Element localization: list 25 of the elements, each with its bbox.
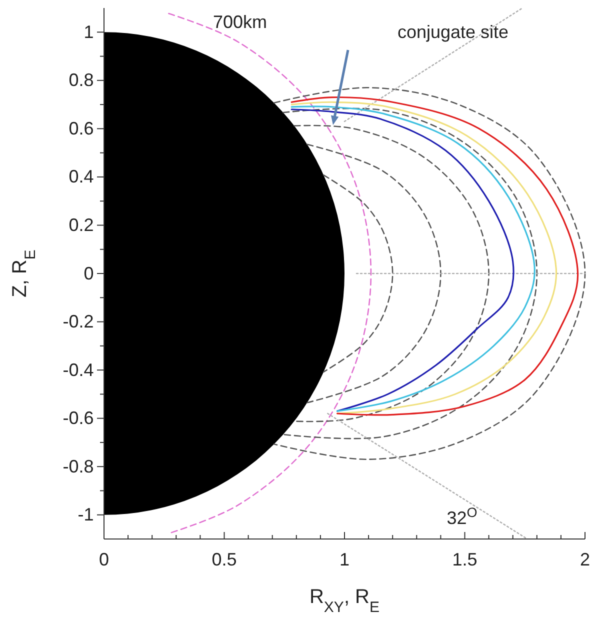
- y-tick-label: 0.8: [68, 70, 94, 90]
- y-tick-label: 0: [84, 263, 94, 284]
- line-series: [322, 174, 394, 373]
- line-series: [273, 87, 586, 460]
- y-tick-label: -0.2: [62, 312, 94, 332]
- y-tick-label: -0.8: [62, 456, 94, 476]
- line-series: [168, 12, 372, 534]
- y-tick-label: -0.4: [62, 360, 94, 380]
- annotation: 32$^{O}$: [446, 504, 478, 528]
- y-tick-label: 0.4: [68, 166, 94, 187]
- y-tick-label: 1: [84, 22, 94, 42]
- line-series: [306, 144, 442, 404]
- x-tick-label: 0: [98, 549, 110, 570]
- y-tick-label: 0.6: [68, 118, 94, 138]
- line-series: [294, 124, 490, 422]
- x-tick-label: 1: [339, 549, 350, 570]
- x-axis-title: R$_{XY}$, R$_{E}$: [309, 586, 380, 616]
- x-tick-label: 1.5: [452, 549, 478, 570]
- x-tick-label: 0.5: [212, 549, 237, 570]
- x-tick-label: 2: [580, 549, 590, 570]
- annotation: conjugate site: [397, 22, 509, 42]
- y-tick-label: -1: [78, 504, 94, 525]
- y-tick-label: 0.2: [68, 214, 94, 235]
- y-tick-label: -0.6: [62, 408, 94, 428]
- annotation: 700km: [212, 12, 268, 32]
